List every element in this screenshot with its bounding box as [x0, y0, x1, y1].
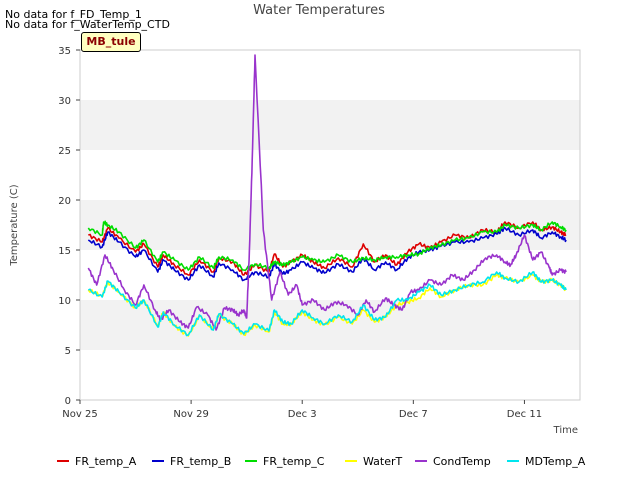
- y-tick-label: 35: [58, 46, 71, 57]
- legend: FR_temp_A FR_temp_B FR_temp_C WaterT CondTem…: [0, 452, 640, 470]
- series-line-fr-temp-b: [87, 226, 567, 282]
- y-tick-label: 10: [58, 296, 71, 307]
- y-tick-label: 0: [65, 396, 71, 407]
- x-tick-label: Nov 25: [62, 409, 97, 420]
- y-tick-label: 5: [65, 346, 71, 357]
- x-axis-ticks: Nov 25 Nov 29 Dec 3 Dec 7 Dec 11: [62, 400, 542, 420]
- series-line-mdtemp-a: [88, 271, 567, 337]
- grid-bands: [80, 100, 580, 350]
- chart-title: Water Temperatures: [253, 3, 385, 18]
- legend-label: WaterT: [363, 454, 403, 468]
- legend-item: CondTemp: [415, 452, 491, 470]
- x-tick-label: Nov 29: [173, 409, 208, 420]
- y-tick-label: 30: [58, 96, 71, 107]
- series-line-condtemp: [87, 54, 567, 331]
- y-tick-label: 25: [58, 146, 71, 157]
- x-tick-label: Dec 7: [399, 409, 428, 420]
- x-tick-label: Dec 3: [288, 409, 317, 420]
- legend-swatch: [152, 460, 164, 462]
- legend-swatch: [245, 460, 257, 462]
- grid-band: [80, 200, 580, 250]
- y-tick-label: 15: [58, 246, 71, 257]
- legend-swatch: [415, 460, 427, 462]
- series-line-fr-temp-c: [87, 220, 567, 272]
- legend-item: FR_temp_B: [152, 452, 231, 470]
- series-lines: [87, 54, 567, 337]
- legend-swatch: [57, 460, 69, 462]
- legend-item: FR_temp_A: [57, 452, 136, 470]
- legend-label: FR_temp_C: [263, 454, 325, 468]
- plot-area: [79, 49, 581, 401]
- legend-label: MDTemp_A: [525, 454, 586, 468]
- legend-item: WaterT: [345, 452, 402, 470]
- x-axis-label: Time: [553, 425, 578, 436]
- nodata-message-2: No data for f_WaterTemp_CTD: [5, 18, 170, 31]
- y-axis-label: Temperature (C): [9, 184, 20, 266]
- legend-item: FR_temp_C: [245, 452, 324, 470]
- site-tag: MB_tule: [81, 32, 141, 52]
- legend-item: MDTemp_A: [507, 452, 585, 470]
- grid-band: [80, 300, 580, 350]
- legend-swatch: [507, 460, 519, 462]
- grid-band: [80, 100, 580, 150]
- legend-swatch: [345, 460, 357, 462]
- y-axis-ticks: 0 5 10 15 20 25 30 35: [58, 46, 80, 407]
- x-tick-label: Dec 11: [507, 409, 542, 420]
- legend-label: CondTemp: [433, 454, 491, 468]
- y-tick-label: 20: [58, 196, 71, 207]
- nodata-message-1: No data for f_FD_Temp_1: [5, 8, 142, 21]
- legend-label: FR_temp_A: [75, 454, 137, 468]
- legend-label: FR_temp_B: [170, 454, 232, 468]
